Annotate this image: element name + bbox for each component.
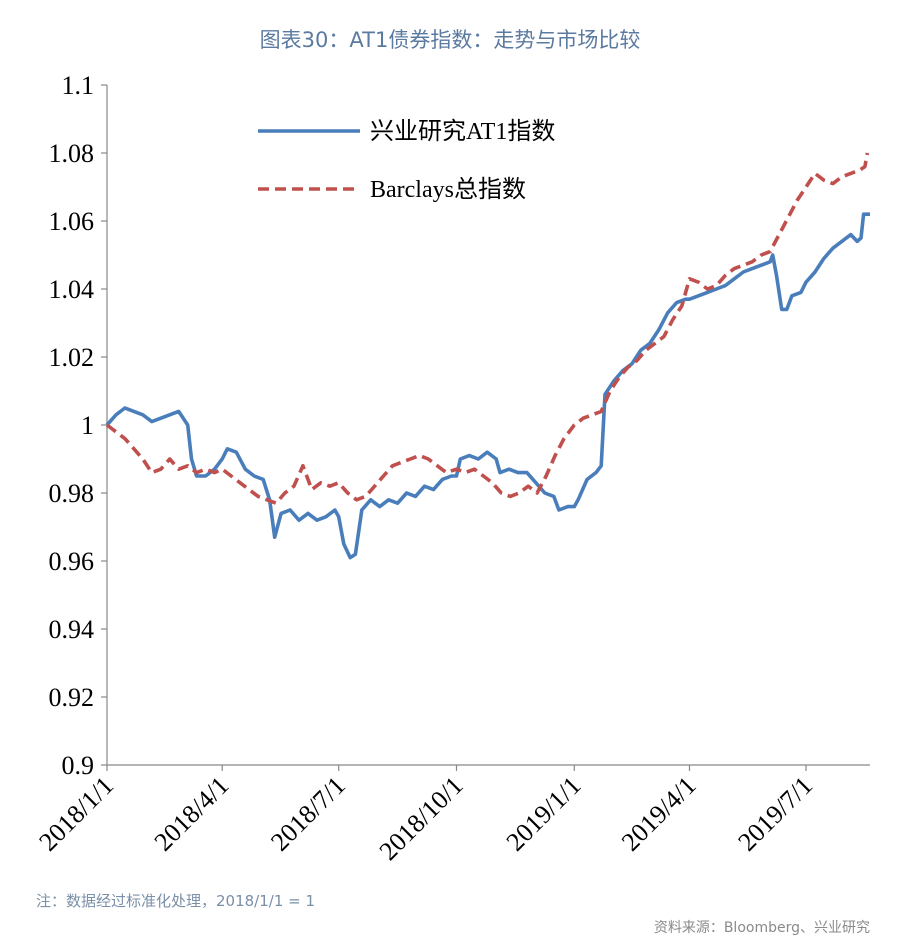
y-tick-label: 1.04 <box>49 275 95 304</box>
source-note: 资料来源：Bloomberg、兴业研究 <box>653 920 870 936</box>
x-tick-label: 2018/4/1 <box>149 771 235 857</box>
legend-label-2: Barclays总指数 <box>370 176 526 203</box>
x-tick-label: 2018/7/1 <box>265 771 351 857</box>
chart-title: 图表30：AT1债券指数：走势与市场比较 <box>259 28 641 52</box>
series-line-1 <box>105 212 870 560</box>
legend: 兴业研究AT1指数 Barclays总指数 <box>258 118 555 203</box>
y-tick-label: 0.94 <box>49 615 95 644</box>
x-tick-label: 2019/1/1 <box>501 771 587 857</box>
x-axis-ticks: 2018/1/1 2018/4/1 2018/7/1 2018/10/1 2019/1/… <box>33 765 818 866</box>
x-tick-label: 2019/4/1 <box>616 771 702 857</box>
x-tick-label: 2018/1/1 <box>33 771 119 857</box>
legend-label-1: 兴业研究AT1指数 <box>370 118 555 145</box>
y-tick-label: 1.08 <box>49 139 95 168</box>
y-tick-label: 0.92 <box>49 683 95 712</box>
y-tick-label: 1.1 <box>62 71 95 100</box>
footnote: 注：数据经过标准化处理，2018/1/1 = 1 <box>36 892 316 910</box>
y-tick-label: 1.02 <box>49 343 95 372</box>
y-axis-ticks: 0.9 0.92 0.94 0.96 0.98 1 1.02 1.04 1.06 1.08 1.1 <box>49 71 107 780</box>
x-tick-label: 2018/10/1 <box>374 771 469 866</box>
y-tick-label: 1.06 <box>49 207 95 236</box>
y-tick-label: 0.9 <box>62 751 95 780</box>
x-tick-label: 2019/7/1 <box>732 771 818 857</box>
y-tick-label: 0.96 <box>49 547 95 576</box>
y-tick-label: 1 <box>81 411 94 440</box>
series-lines <box>105 152 870 560</box>
y-tick-label: 0.98 <box>49 479 95 508</box>
series-line-2 <box>105 152 870 506</box>
